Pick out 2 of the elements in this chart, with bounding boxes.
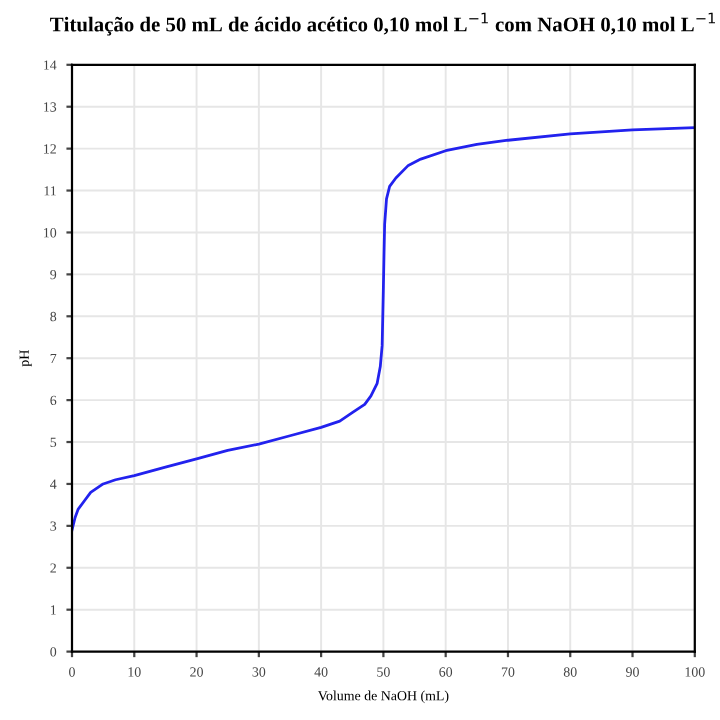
line-series bbox=[72, 126, 695, 532]
chart-title: Titulação de 50 mL de ácido acético 0,10 mol L$^{−1}$ com NaOH 0,10 mol L$^{−1}$ bbox=[50, 12, 715, 36]
